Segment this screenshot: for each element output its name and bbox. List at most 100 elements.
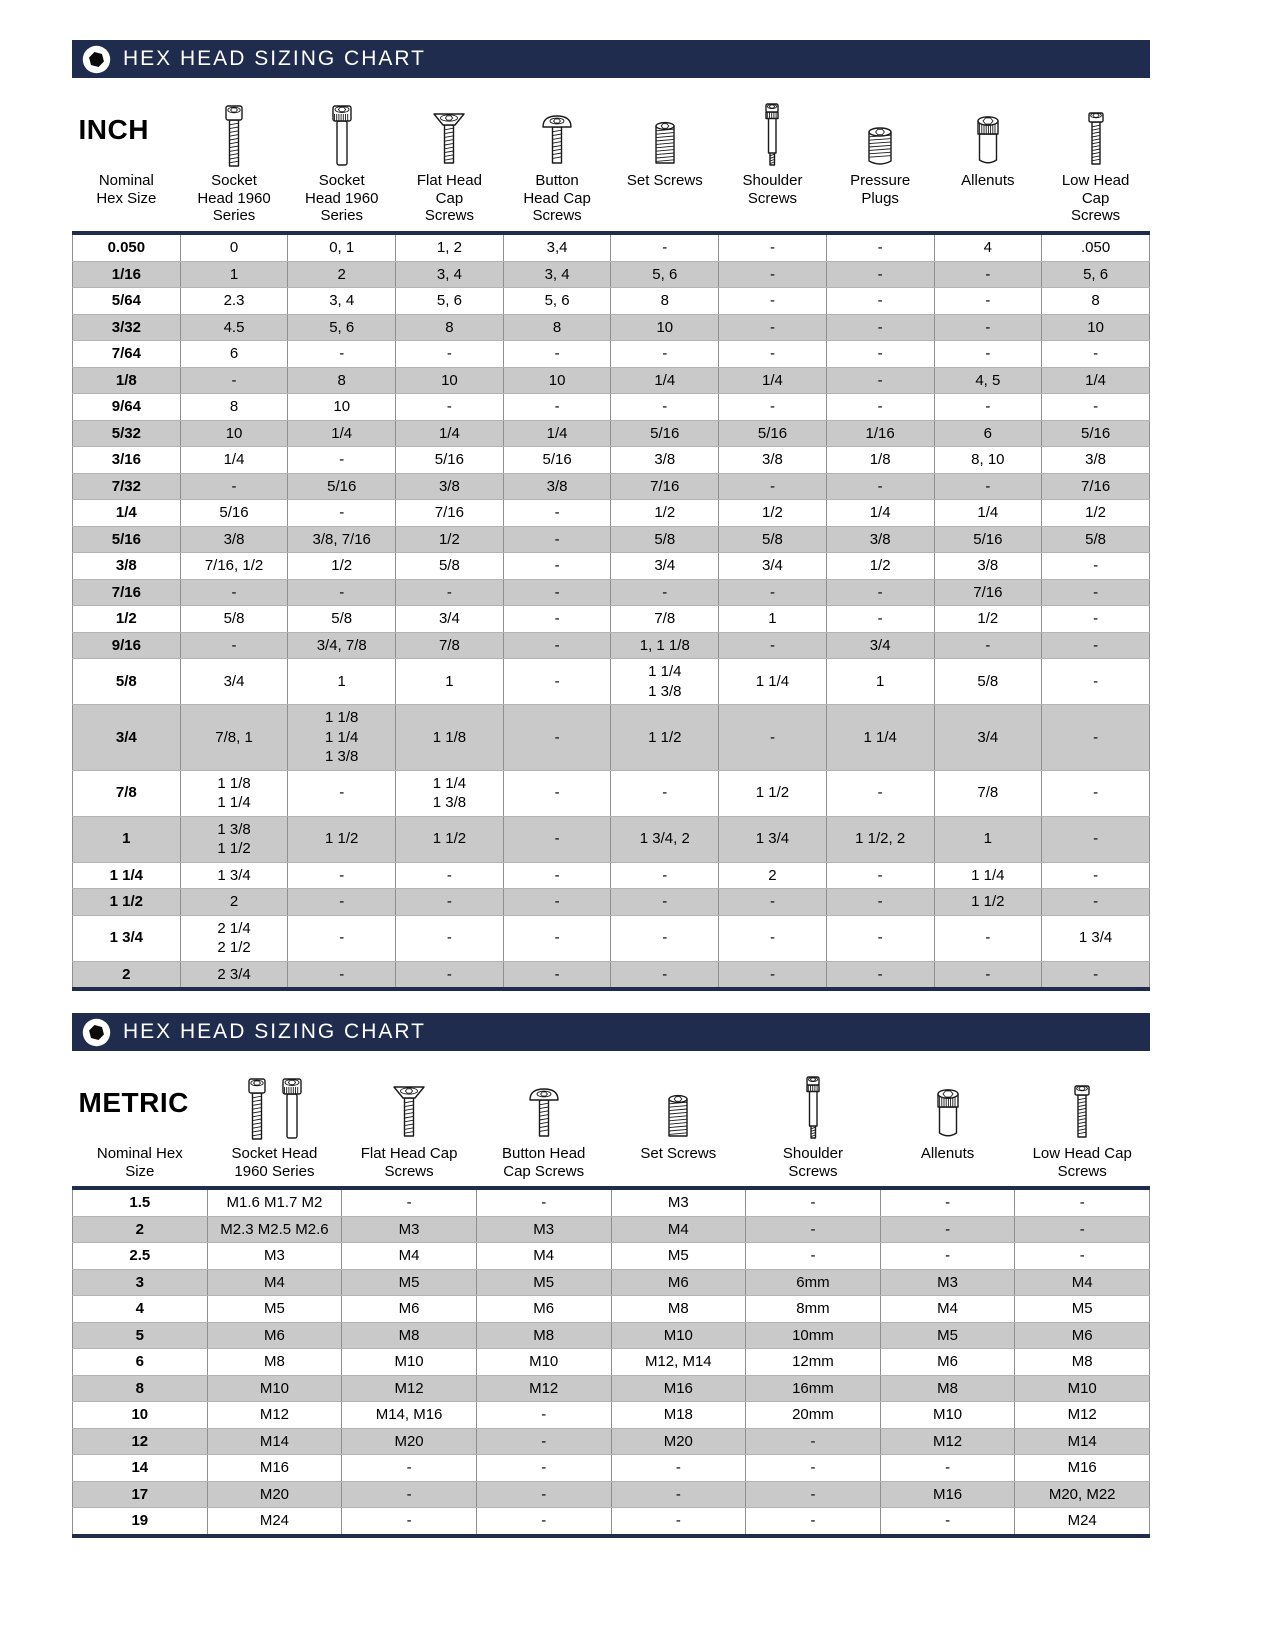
cell: M20 [341,1427,477,1456]
hexagon-icon [82,1018,111,1047]
column-label: Button Head Cap Screws [523,172,591,225]
cell: - [610,861,720,890]
cell: M3 [879,1268,1016,1297]
table-row: 6 M8 M10 M10 M12, M14 12mm M6 M8 [72,1348,1150,1376]
cell: - [1041,769,1150,817]
cell: - [933,260,1043,289]
table-row: 3/16 1/4-5/16 5/16 3/8 3/8 1/8 8, 10 3/8 [72,446,1150,474]
column-label: Low Head Cap Screws [1032,1145,1132,1180]
row-header: 5/32 [72,419,181,448]
cell: M5 [610,1242,747,1270]
cell: - [475,1507,612,1538]
cell: - [718,472,827,501]
cell: M5 [879,1321,1016,1350]
cell: 8, 10 [933,446,1043,474]
cell: 1/4 [718,366,827,395]
cell: 0 [179,232,289,262]
hexagon-icon [82,45,111,74]
cell: - [718,631,827,660]
cell: 5/8 [718,525,827,554]
cell: 3/4 [610,552,720,580]
cell: 5/16 [718,419,827,448]
cell: - [825,232,935,262]
row-header: 5/8 [72,658,181,706]
table-row: 1/16 1 2 3, 4 3, 4 5, 6- - -5, 6 [72,260,1150,289]
table-row: 0.050 0 0, 1 1, 2 3,4- - -4.050 [72,232,1150,262]
cell: - [395,914,504,962]
knurled-cap-screw-icon [327,104,357,168]
row-header: 3/32 [72,313,181,342]
cell: 1 3/4, 2 [610,815,720,863]
table-row: 8 M10 M12 M12 M16 16mm M8 M10 [72,1374,1150,1403]
cell: M16 [206,1454,343,1482]
cell: - [610,232,720,262]
cell: 3/8 [718,446,827,474]
cell: 7/16, 1/2 [179,552,289,580]
column-header: Allenuts [934,92,1042,236]
cell: M6 [610,1268,747,1297]
row-header: 1 1/4 [72,861,181,890]
cell: - [825,366,935,395]
cell: - [718,704,827,771]
cell: 1 [287,658,397,706]
cell: M1.6 M1.7 M2 [206,1187,343,1217]
column-header: Socket Head 1960 Series [207,1065,342,1191]
cell: - [933,631,1043,660]
cell: .050 [1041,232,1150,262]
row-header: 2 [72,1215,208,1244]
cell: 3, 4 [502,260,612,289]
cell: M12 [1014,1401,1150,1429]
cell: 1/4 [179,446,289,474]
cell: - [610,914,720,962]
cell: - [502,552,612,580]
column-label: Socket Head 1960 Series [197,172,271,225]
cell: 5, 6 [1041,260,1150,289]
cell: 3/8 [610,446,720,474]
cell: 12mm [745,1348,881,1376]
cell: - [825,914,935,962]
cell: 8 [179,393,289,421]
cell: M8 [1014,1348,1150,1376]
cap-screw-icon [219,104,249,168]
cell: M4 [879,1295,1016,1323]
cell: 7/8 [395,631,504,660]
cell: - [475,1427,612,1456]
cell: 1 1/2 [395,815,504,863]
cell: - [341,1187,477,1217]
cell: 5/8 [1041,525,1150,554]
table-row: 5 M6 M8 M8 M10 10mm M5 M6 [72,1321,1150,1350]
cell: 7/8 [610,605,720,633]
cell: - [825,861,935,890]
cell: 3/8 [395,472,504,501]
header-row: METRIC Nominal Hex Size Socket Head 1960 S… [72,1065,1150,1191]
cell: 2.3 [179,287,289,315]
cell: 2 3/4 [179,960,289,992]
cell: M4 [475,1242,612,1270]
row-header: 0.050 [72,232,181,262]
cell: - [745,1454,881,1482]
cell: 5/16 [502,446,612,474]
cell: - [1014,1242,1150,1270]
cell: 1 1/8 1 1/4 [179,769,289,817]
cell: - [718,313,827,342]
cell: 1 1/4 [825,704,935,771]
cell: 7/8 [933,769,1043,817]
cell: - [718,914,827,962]
table-row: 17 M20- - - - M16 M20, M22 [72,1480,1150,1509]
set-screw-icon [662,1093,694,1141]
cell: M16 [879,1480,1016,1509]
cell: 1 3/4 [718,815,827,863]
cell: M8 [610,1295,747,1323]
cell: 3, 4 [395,260,504,289]
cell: - [179,631,289,660]
column-header: METRIC Nominal Hex Size [72,1065,208,1191]
cell: 7/16 [610,472,720,501]
column-label: Socket Head 1960 Series [305,172,379,225]
cell: M20, M22 [1014,1480,1150,1509]
cell: M6 [879,1348,1016,1376]
column-label: Shoulder Screws [742,172,803,207]
cell: 1 1/4 1 3/8 [610,658,720,706]
row-header: 10 [72,1401,208,1429]
